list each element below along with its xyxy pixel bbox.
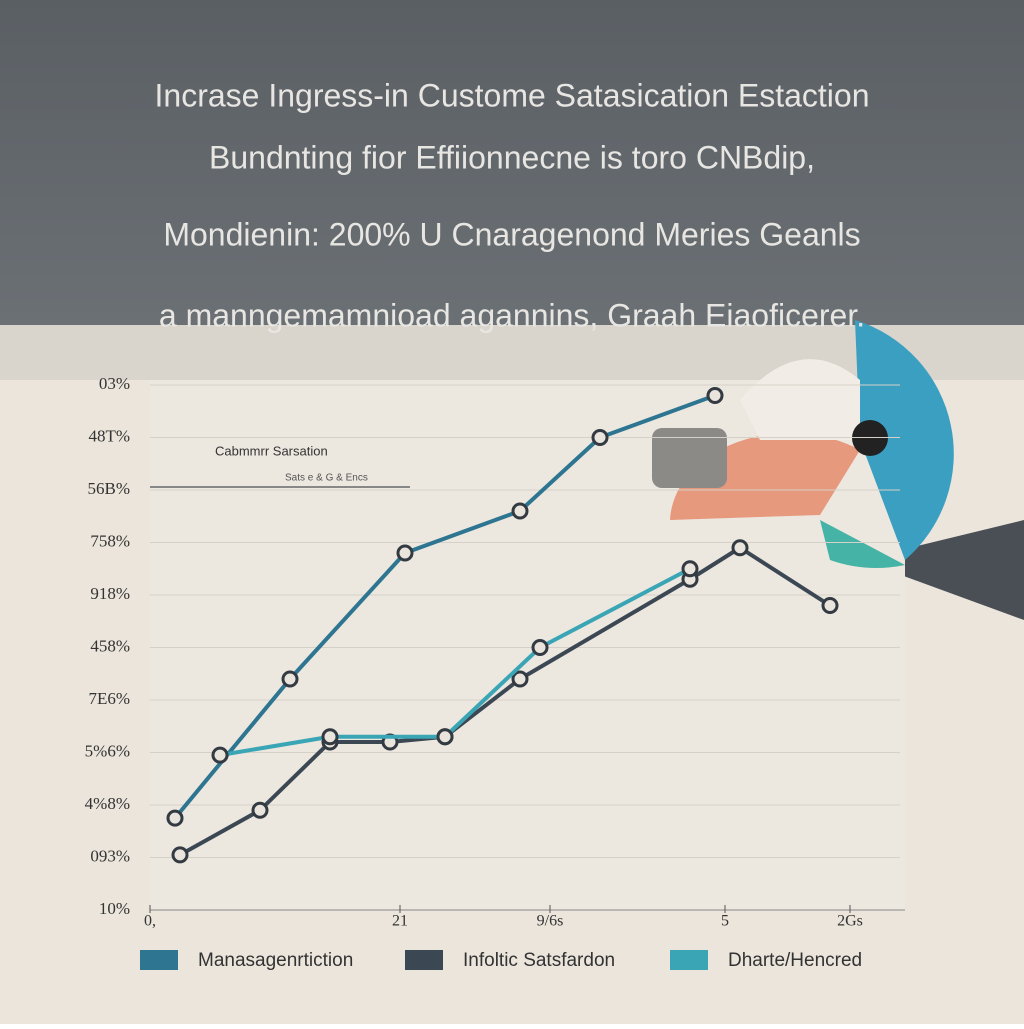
y-tick-label: 758% (90, 531, 130, 550)
x-tick-label: 5 (721, 913, 729, 930)
x-tick-label: 2Gs (837, 913, 863, 930)
annotation: Cabmmrr Sarsation (215, 443, 328, 458)
point-marker (821, 597, 839, 614)
point-marker (511, 670, 529, 688)
title-line: Mondienin: 200% U Cnaragenond Meries Gea… (163, 216, 860, 252)
y-tick-label: 458% (90, 636, 130, 655)
legend-swatch (140, 950, 178, 970)
point-marker (531, 639, 549, 656)
pie-slice (820, 520, 905, 568)
point-marker (171, 846, 189, 864)
title-line: a manngemamnioad agannins, Graah Eiaofic… (159, 297, 865, 333)
point-marker (166, 809, 184, 827)
y-tick-label: 093% (90, 846, 130, 865)
shadow-band (0, 325, 1024, 380)
point-marker (706, 387, 724, 404)
legend-label: Infoltic Satsfardon (463, 950, 615, 971)
title-line: Bundnting fior Effiionnecne is toro CNBd… (209, 139, 815, 175)
annotation: Sats e & G & Encs (285, 473, 368, 484)
legend-swatch (405, 950, 443, 970)
y-tick-label: 4%8% (85, 794, 130, 813)
legend-label: Dharte/Hencred (728, 950, 862, 971)
x-tick-label: 21 (392, 913, 408, 930)
corner-wedge (860, 520, 1024, 620)
y-tick-label: 03% (99, 374, 130, 393)
y-tick-label: 918% (90, 584, 130, 603)
y-tick-label: 5%6% (85, 741, 130, 760)
decorative-pie (652, 320, 954, 568)
pie-slice (855, 320, 954, 560)
legend-swatch (670, 950, 708, 970)
point-marker (211, 746, 229, 764)
point-marker (251, 801, 269, 819)
point-marker (281, 670, 299, 688)
y-tick-label: 48T% (88, 426, 130, 445)
series-line (173, 393, 716, 820)
point-marker (396, 544, 414, 562)
point-marker (731, 539, 749, 557)
y-tick-label: 10% (99, 899, 130, 918)
legend-label: Manasagenrtiction (198, 950, 353, 971)
header-band (0, 0, 1024, 325)
y-tick-label: 56B% (88, 479, 131, 498)
title-line: Incrase Ingress-in Custome Satasication … (155, 77, 870, 113)
pie-slice (740, 359, 860, 440)
y-tick-label: 7E6% (88, 689, 130, 708)
point-marker (681, 560, 699, 578)
x-tick-label: 9/6s (537, 913, 564, 930)
pie-shadow (652, 428, 727, 488)
x-tick-label: 0, (144, 913, 156, 930)
point-marker (591, 429, 609, 446)
point-marker (436, 728, 454, 746)
point-marker (321, 728, 339, 746)
point-marker (511, 502, 529, 520)
